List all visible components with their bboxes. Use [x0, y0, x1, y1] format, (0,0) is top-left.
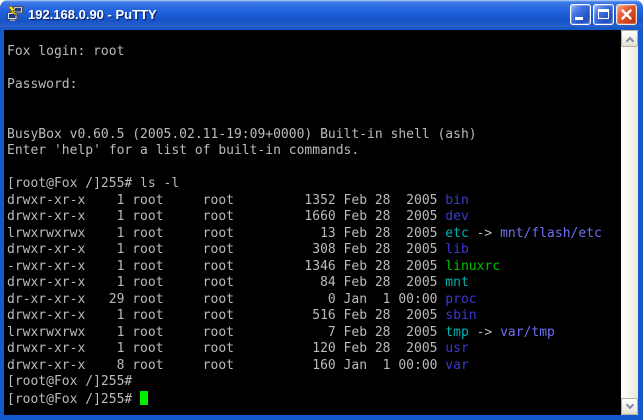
terminal-line: [root@Fox /]255#	[7, 374, 621, 391]
terminal-text-segment: sbin	[445, 308, 477, 323]
terminal-text-segment: drwxr-xr-x 1 root root 308 Feb 28 2005	[7, 242, 446, 257]
terminal-text-segment: var	[445, 357, 469, 373]
terminal-text-segment: mnt	[445, 275, 469, 290]
terminal-text-segment: drwxr-xr-x 8 root root 160 Jan 1 00:00	[7, 357, 446, 373]
terminal-line: Enter 'help' for a list of built-in comm…	[7, 143, 621, 160]
terminal-line: lrwxrwxrwx 1 root root 7 Feb 28 2005 tmp…	[7, 325, 621, 342]
terminal-text-segment: dr-xr-xr-x 29 root root 0 Jan 1 00:00	[7, 291, 446, 307]
terminal-text-segment: drwxr-xr-x 1 root root 516 Feb 28 2005	[7, 308, 446, 323]
close-icon	[620, 8, 633, 24]
terminal-text-segment: ->	[468, 225, 501, 241]
terminal-text-segment: bin	[445, 192, 469, 208]
terminal-line: drwxr-xr-x 1 root root 1352 Feb 28 2005 …	[7, 193, 621, 210]
terminal-line: drwxr-xr-x 1 root root 120 Feb 28 2005 u…	[7, 341, 621, 358]
scrollbar[interactable]	[621, 30, 638, 415]
terminal-text-segment: etc	[445, 225, 469, 241]
window-content: Fox login: root Password: BusyBox v0.60.…	[0, 28, 643, 420]
scrollbar-thumb[interactable]	[621, 47, 638, 398]
terminal-text-segment: [root@Fox /]255#	[7, 391, 141, 407]
scrollbar-track[interactable]	[621, 47, 638, 398]
terminal-line: drwxr-xr-x 1 root root 1660 Feb 28 2005 …	[7, 209, 621, 226]
terminal-text-segment: usr	[445, 341, 469, 356]
terminal-text-segment: BusyBox v0.60.5 (2005.02.11-19:09+0000) …	[7, 126, 477, 142]
terminal-text-segment: dev	[445, 209, 469, 224]
window-title: 192.168.0.90 - PuTTY	[28, 6, 157, 22]
window-controls	[570, 3, 637, 25]
scroll-up-button[interactable]	[621, 30, 638, 47]
terminal-text-segment: lrwxrwxrwx 1 root root 13 Feb 28 2005	[7, 225, 446, 241]
terminal-text-segment: drwxr-xr-x 1 root root 84 Feb 28 2005	[7, 275, 446, 290]
maximize-icon	[598, 8, 609, 19]
terminal-line	[7, 110, 621, 127]
title-bar[interactable]: 192.168.0.90 - PuTTY	[0, 0, 643, 28]
terminal-line: [root@Fox /]255#	[7, 390, 621, 408]
terminal-line: [root@Fox /]255# ls -l	[7, 176, 621, 193]
terminal-text-segment: tmp	[445, 324, 469, 340]
terminal-text-segment: linuxrc	[445, 258, 501, 274]
minimize-button[interactable]	[570, 3, 591, 25]
minimize-icon	[575, 16, 583, 20]
putty-app-icon[interactable]	[7, 5, 23, 22]
maximize-button[interactable]	[593, 3, 614, 25]
terminal-text-segment: Fox login: root	[7, 44, 125, 59]
scroll-down-button[interactable]	[621, 398, 638, 415]
terminal-text-segment: drwxr-xr-x 1 root root 1660 Feb 28 2005	[7, 209, 446, 224]
terminal-text-segment: drwxr-xr-x 1 root root 1352 Feb 28 2005	[7, 192, 446, 208]
terminal-lines: Fox login: root Password: BusyBox v0.60.…	[7, 44, 621, 407]
terminal-text-segment: -rwxr-xr-x 1 root root 1346 Feb 28 2005	[7, 258, 446, 274]
terminal-line: drwxr-xr-x 1 root root 308 Feb 28 2005 l…	[7, 242, 621, 259]
terminal-text-segment: [root@Fox /]255# ls -l	[7, 176, 180, 191]
terminal-line: drwxr-xr-x 8 root root 160 Jan 1 00:00 v…	[7, 358, 621, 375]
terminal-line	[7, 61, 621, 78]
terminal-text-segment: lib	[445, 242, 469, 257]
terminal-line: -rwxr-xr-x 1 root root 1346 Feb 28 2005 …	[7, 259, 621, 276]
terminal-screen[interactable]: Fox login: root Password: BusyBox v0.60.…	[4, 30, 621, 415]
terminal-line: Fox login: root	[7, 44, 621, 61]
terminal-text-segment: Enter 'help' for a list of built-in comm…	[7, 143, 360, 158]
terminal-line: BusyBox v0.60.5 (2005.02.11-19:09+0000) …	[7, 127, 621, 144]
terminal-text-segment: Password:	[7, 77, 78, 92]
chevron-down-icon	[625, 400, 634, 409]
terminal-text-segment: drwxr-xr-x 1 root root 120 Feb 28 2005	[7, 341, 446, 356]
terminal-line: drwxr-xr-x 1 root root 84 Feb 28 2005 mn…	[7, 275, 621, 292]
terminal-line	[7, 94, 621, 111]
chevron-up-icon	[625, 36, 634, 45]
terminal-cursor	[140, 390, 149, 405]
terminal-text-segment: lrwxrwxrwx 1 root root 7 Feb 28 2005	[7, 324, 446, 340]
terminal-line: drwxr-xr-x 1 root root 516 Feb 28 2005 s…	[7, 308, 621, 325]
terminal-line: dr-xr-xr-x 29 root root 0 Jan 1 00:00 pr…	[7, 292, 621, 309]
terminal-text-segment: proc	[445, 291, 477, 307]
terminal-line	[7, 160, 621, 177]
terminal-text-segment: var/tmp	[500, 324, 555, 340]
terminal-text-segment: [root@Fox /]255#	[7, 374, 133, 389]
terminal-line: lrwxrwxrwx 1 root root 13 Feb 28 2005 et…	[7, 226, 621, 243]
terminal-text-segment: mnt/flash/etc	[500, 225, 602, 241]
close-button[interactable]	[616, 3, 637, 25]
terminal-line: Password:	[7, 77, 621, 94]
terminal-text-segment: ->	[468, 324, 501, 340]
